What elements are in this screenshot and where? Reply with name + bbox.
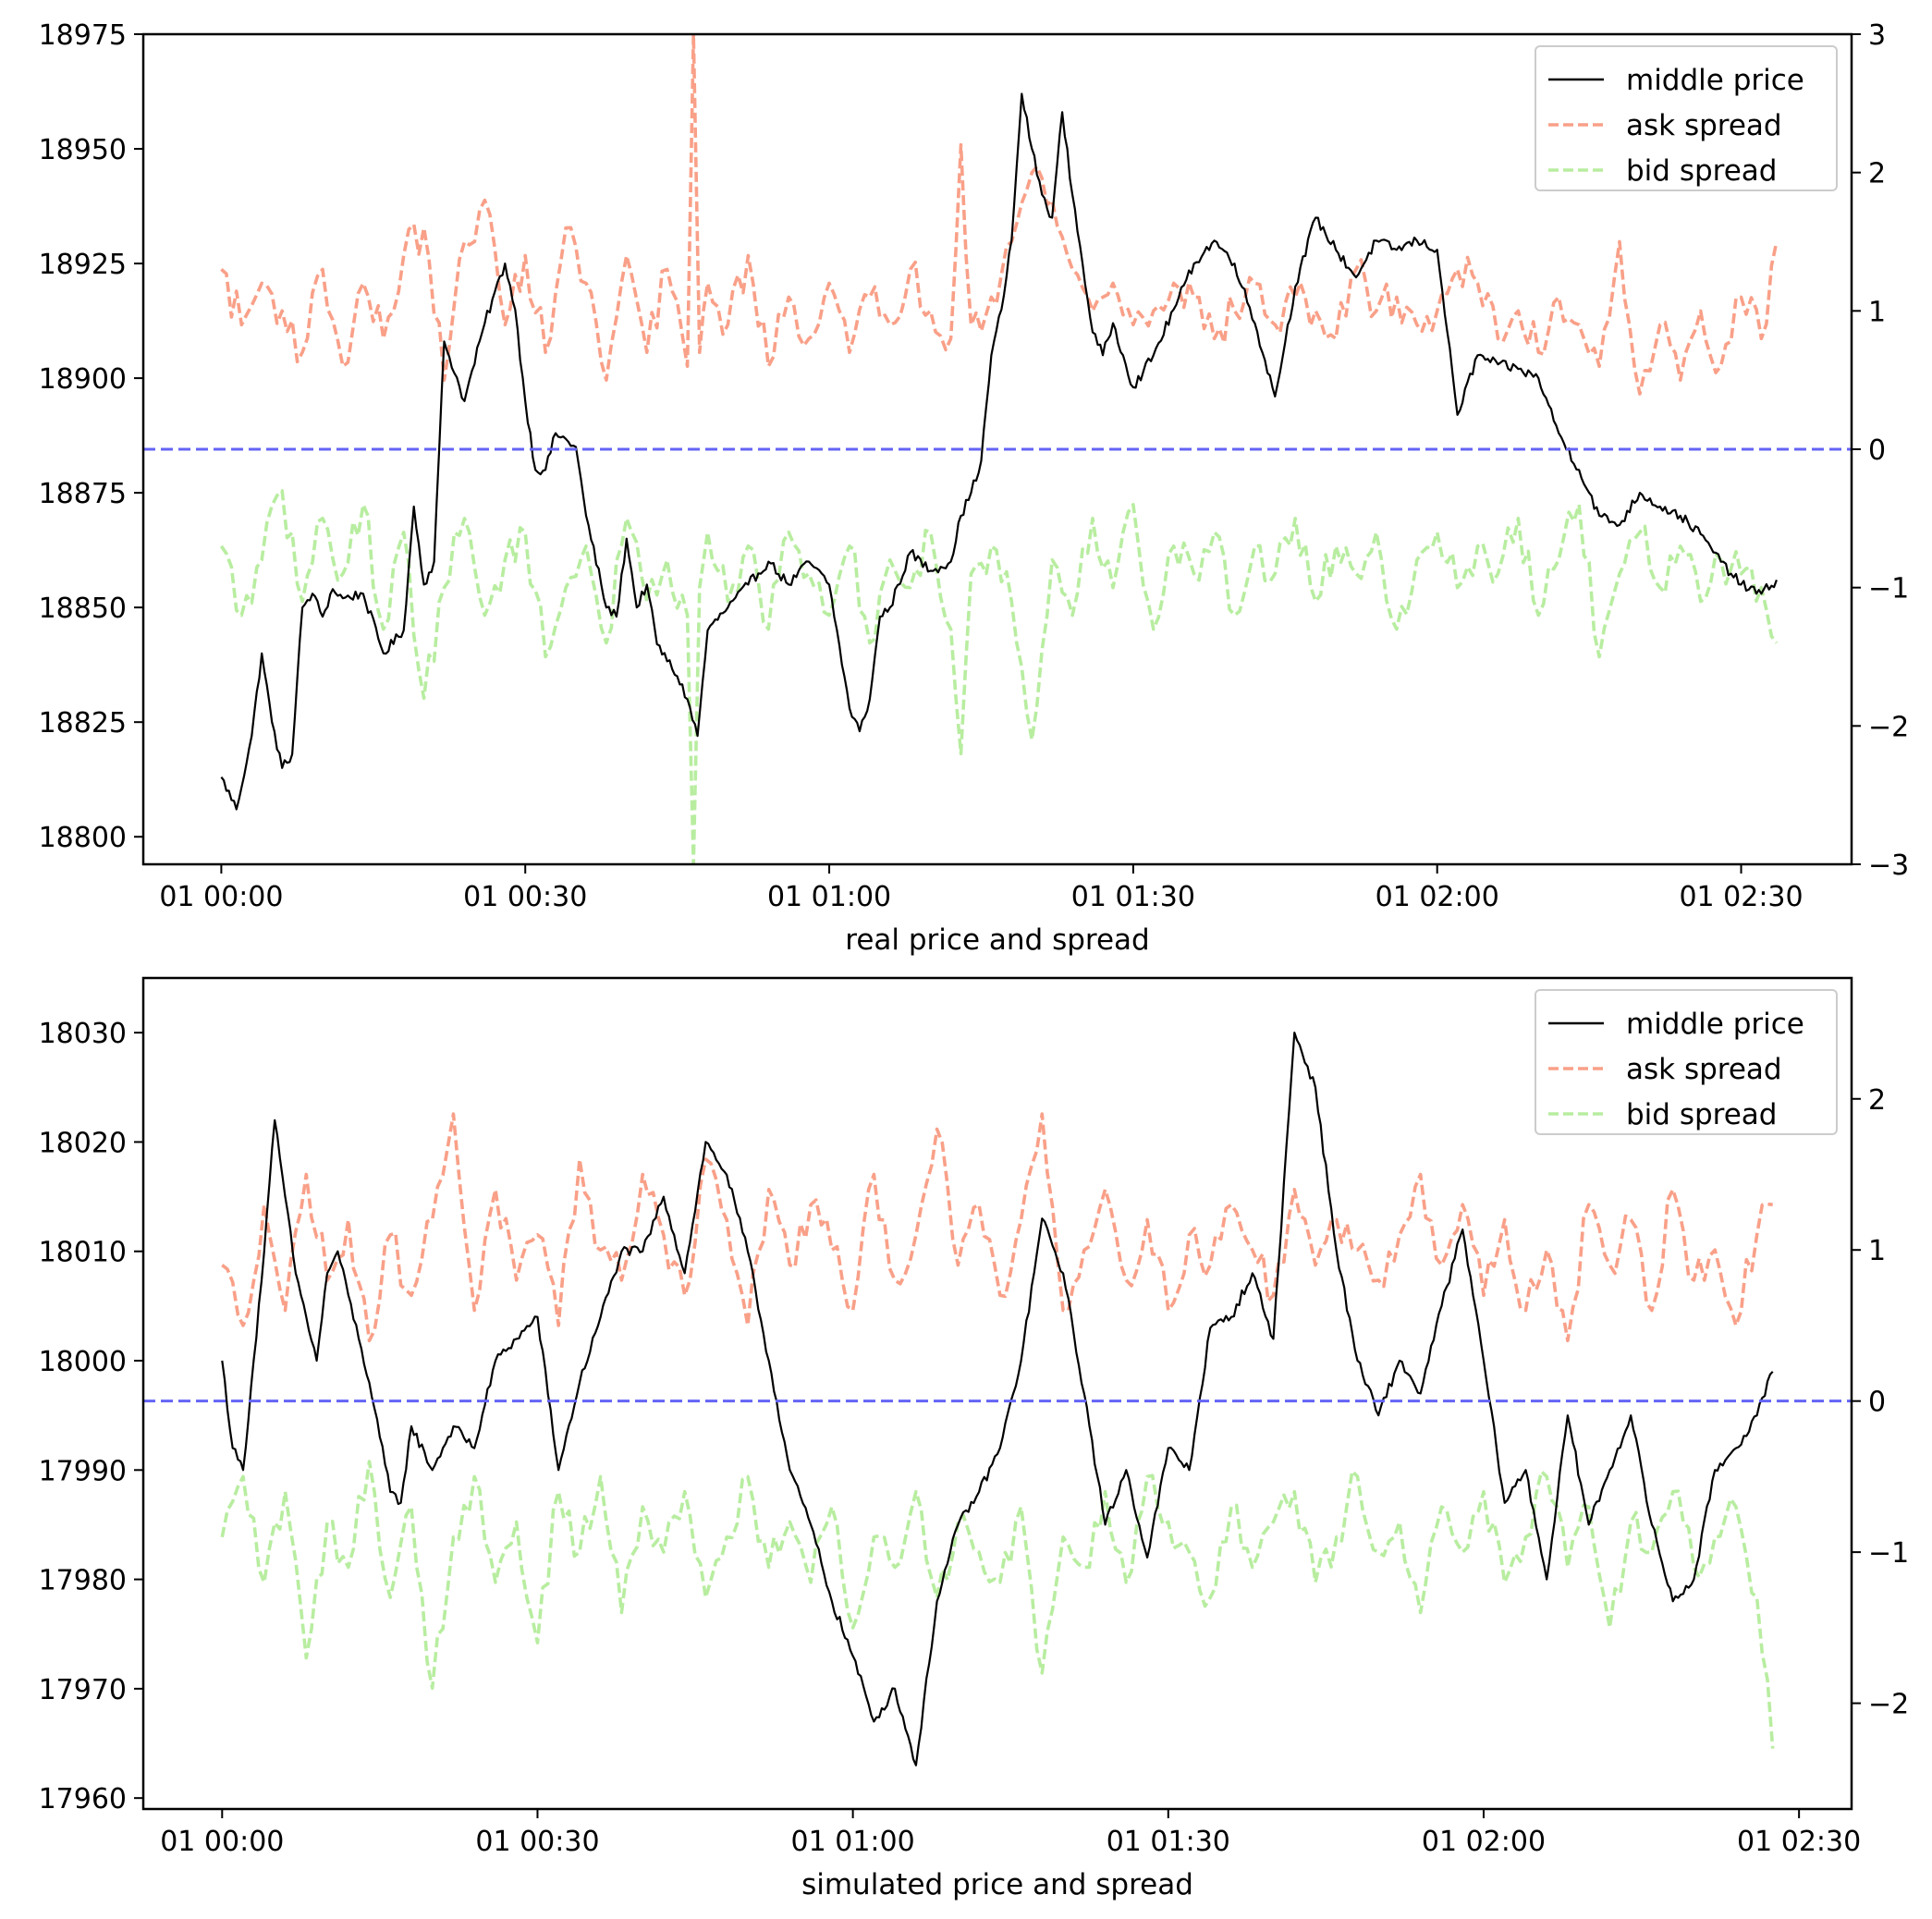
x-axis: 01 00:00 01 00:30 01 01:00 01 01:30 01 02:00… [160, 1809, 1861, 1858]
x-axis-title: simulated price and spread [801, 1868, 1193, 1901]
y-right-tick-label: 2 [1868, 158, 1886, 190]
x-tick-label: 01 00:00 [160, 1826, 284, 1858]
y-tick-label: 18000 [39, 1346, 127, 1378]
series-line-ask-spread [220, 34, 1779, 396]
x-tick-label: 01 01:00 [767, 881, 891, 913]
x-tick-label: 01 02:30 [1737, 1826, 1861, 1858]
y-right-tick-label: 0 [1868, 434, 1886, 467]
x-tick-label: 01 02:00 [1422, 1826, 1546, 1858]
series-layer [143, 1032, 1852, 1766]
y-tick-label: 17980 [39, 1565, 127, 1597]
simulated-price-chart: 01 00:00 01 00:30 01 01:00 01 01:30 01 02:00… [39, 976, 1909, 1901]
y-tick-label: 18975 [39, 19, 127, 52]
legend-label-ask-spread: ask spread [1626, 1053, 1782, 1086]
y-tick-label: 17970 [39, 1674, 127, 1706]
y-right-tick-label: −1 [1868, 1537, 1909, 1570]
legend-label-bid-spread: bid spread [1626, 154, 1777, 188]
y-right-tick-label: −3 [1868, 849, 1909, 882]
y-tick-label: 18020 [39, 1127, 127, 1159]
y-tick-label: 18850 [39, 593, 127, 625]
y-tick-label: 18950 [39, 134, 127, 166]
y-right-tick-label: 0 [1868, 1387, 1886, 1419]
real-price-chart: 01 00:00 01 00:30 01 01:00 01 01:30 01 02:00… [39, 19, 1910, 957]
legend: middle price ask spread bid spread [1535, 989, 1838, 1135]
legend-label-ask-spread: ask spread [1626, 109, 1782, 142]
legend-box [1535, 45, 1838, 191]
x-tick-label: 01 02:30 [1679, 881, 1803, 913]
series-line-middle-price [220, 92, 1778, 811]
y-axis-left: 17960 17970 17980 17990 18000 18010 18020 18030 [39, 1018, 143, 1815]
y-right-tick-label: 3 [1868, 19, 1886, 52]
y-tick-label: 18010 [39, 1237, 127, 1269]
y-right-tick-label: −1 [1868, 573, 1909, 605]
y-tick-label: 18800 [39, 822, 127, 854]
x-tick-label: 01 00:30 [463, 881, 587, 913]
series-line-ask-spread [221, 1112, 1773, 1343]
y-right-tick-label: 1 [1868, 296, 1886, 328]
x-axis: 01 00:00 01 00:30 01 01:00 01 01:30 01 02:00… [159, 864, 1804, 913]
series-line-middle-price [221, 1032, 1774, 1766]
x-axis-title: real price and spread [845, 923, 1149, 957]
y-right-tick-label: 2 [1868, 1084, 1886, 1117]
x-tick-label: 01 01:00 [791, 1826, 915, 1858]
y-axis-left: 18800 18825 18850 18875 18900 18925 18950 18975 [39, 19, 143, 854]
y-tick-label: 17990 [39, 1455, 127, 1487]
x-tick-label: 01 01:30 [1107, 1826, 1230, 1858]
legend-label-middle-price: middle price [1626, 64, 1804, 97]
legend-label-bid-spread: bid spread [1626, 1098, 1777, 1131]
series-layer [143, 34, 1852, 864]
x-tick-label: 01 01:30 [1071, 881, 1195, 913]
y-axis-right: −2 −1 0 1 2 [1852, 1084, 1909, 1721]
x-tick-label: 01 00:30 [475, 1826, 599, 1858]
series-line-bid-spread [219, 489, 1779, 864]
x-tick-label: 01 00:00 [159, 881, 283, 913]
legend: middle price ask spread bid spread [1535, 45, 1838, 191]
legend-label-middle-price: middle price [1626, 1008, 1804, 1041]
y-tick-label: 18030 [39, 1018, 127, 1050]
y-tick-label: 18825 [39, 707, 127, 739]
y-right-tick-label: −2 [1868, 711, 1909, 743]
y-tick-label: 18925 [39, 249, 127, 281]
y-right-tick-label: 1 [1868, 1235, 1886, 1267]
y-right-tick-label: −2 [1868, 1689, 1909, 1721]
legend-box [1535, 989, 1838, 1135]
y-tick-label: 18900 [39, 363, 127, 396]
axes-frame [141, 976, 1853, 1811]
y-tick-label: 18875 [39, 478, 127, 510]
y-tick-label: 17960 [39, 1783, 127, 1815]
y-axis-right: −3 −2 −1 0 1 2 3 [1852, 19, 1909, 882]
x-tick-label: 01 02:00 [1376, 881, 1499, 913]
